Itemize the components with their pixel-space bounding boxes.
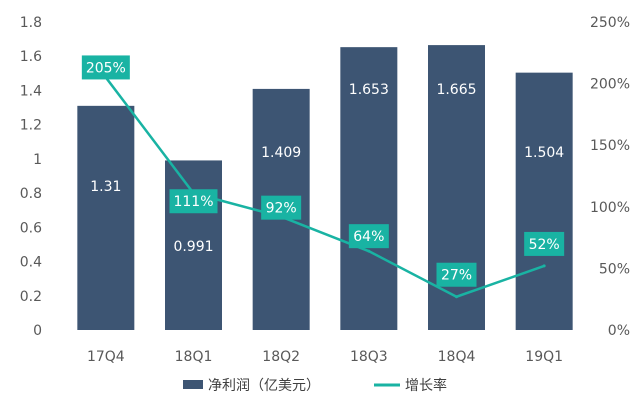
left-axis-tick: 1.4 [20,83,42,99]
left-axis-tick: 1.6 [20,49,42,65]
growth-label-badge [81,55,130,80]
growth-value-label: 52% [529,237,560,253]
growth-value-label: 111% [173,194,213,210]
category-label: 18Q1 [175,349,213,365]
left-axis-tick: 1.8 [20,15,42,31]
growth-label-badge [436,262,477,287]
bar-value-label: 1.31 [90,179,121,195]
category-label: 18Q4 [438,349,476,365]
growth-point [542,264,546,268]
right-axis-tick: 200% [590,77,630,93]
left-axis-tick: 0.6 [20,220,42,236]
bar-value-label: 1.653 [349,82,389,98]
category-labels: 17Q4 18Q1 18Q2 18Q3 18Q4 19Q1 [87,349,563,365]
right-axis-tick: 0% [608,323,630,339]
growth-label-badge [348,224,389,249]
bar-value-label: 0.991 [173,239,213,255]
bar-value-label: 1.504 [524,145,564,161]
growth-labels-group: 205% 111% 92% 64% 27% 52% [81,55,565,287]
growth-label-badge [524,231,565,256]
right-axis-tick: 50% [599,261,630,277]
left-axis-tick: 0.8 [20,186,42,202]
growth-value-label: 205% [86,60,126,76]
left-axis-tick: 1 [33,152,42,168]
bar [515,72,573,330]
bar [77,105,135,330]
category-label: 18Q3 [350,349,388,365]
growth-rate-line [104,76,545,299]
growth-label-badge [169,189,218,214]
bar [340,47,398,331]
bar-labels-group: 1.31 0.991 1.409 1.653 1.665 1.504 [90,82,564,255]
growth-value-label: 27% [441,268,472,284]
bar-value-label: 1.409 [261,145,301,161]
growth-value-label: 92% [266,201,297,217]
right-axis-tick: 250% [590,15,630,31]
bar [165,160,222,330]
legend-bar-swatch [183,380,203,389]
right-axis-tick: 150% [590,138,630,154]
left-axis-tick: 0.2 [20,289,42,305]
growth-point [367,249,371,253]
bar-value-label: 1.665 [436,82,476,98]
left-axis-tick: 0 [33,323,42,339]
legend: 净利润（亿美元） 增长率 [183,377,447,394]
left-axis-tick: 0.4 [20,255,42,271]
growth-point [455,295,458,299]
growth-value-label: 64% [353,229,384,245]
right-axis-tick: 100% [590,200,630,216]
left-axis-tick: 1.2 [20,118,42,134]
category-label: 17Q4 [87,349,125,365]
legend-line-label: 增长率 [405,377,447,394]
bars-group [77,45,573,331]
left-axis-ticks: 0 0.2 0.4 0.6 0.8 1 1.2 1.4 1.6 1.8 [20,15,42,339]
legend-bar-label: 净利润（亿美元） [208,378,320,394]
growth-label-badge [261,195,302,220]
right-axis-ticks: 0% 50% 100% 150% 200% 250% [590,15,630,339]
category-label: 18Q2 [262,349,300,365]
category-label: 19Q1 [525,349,563,365]
